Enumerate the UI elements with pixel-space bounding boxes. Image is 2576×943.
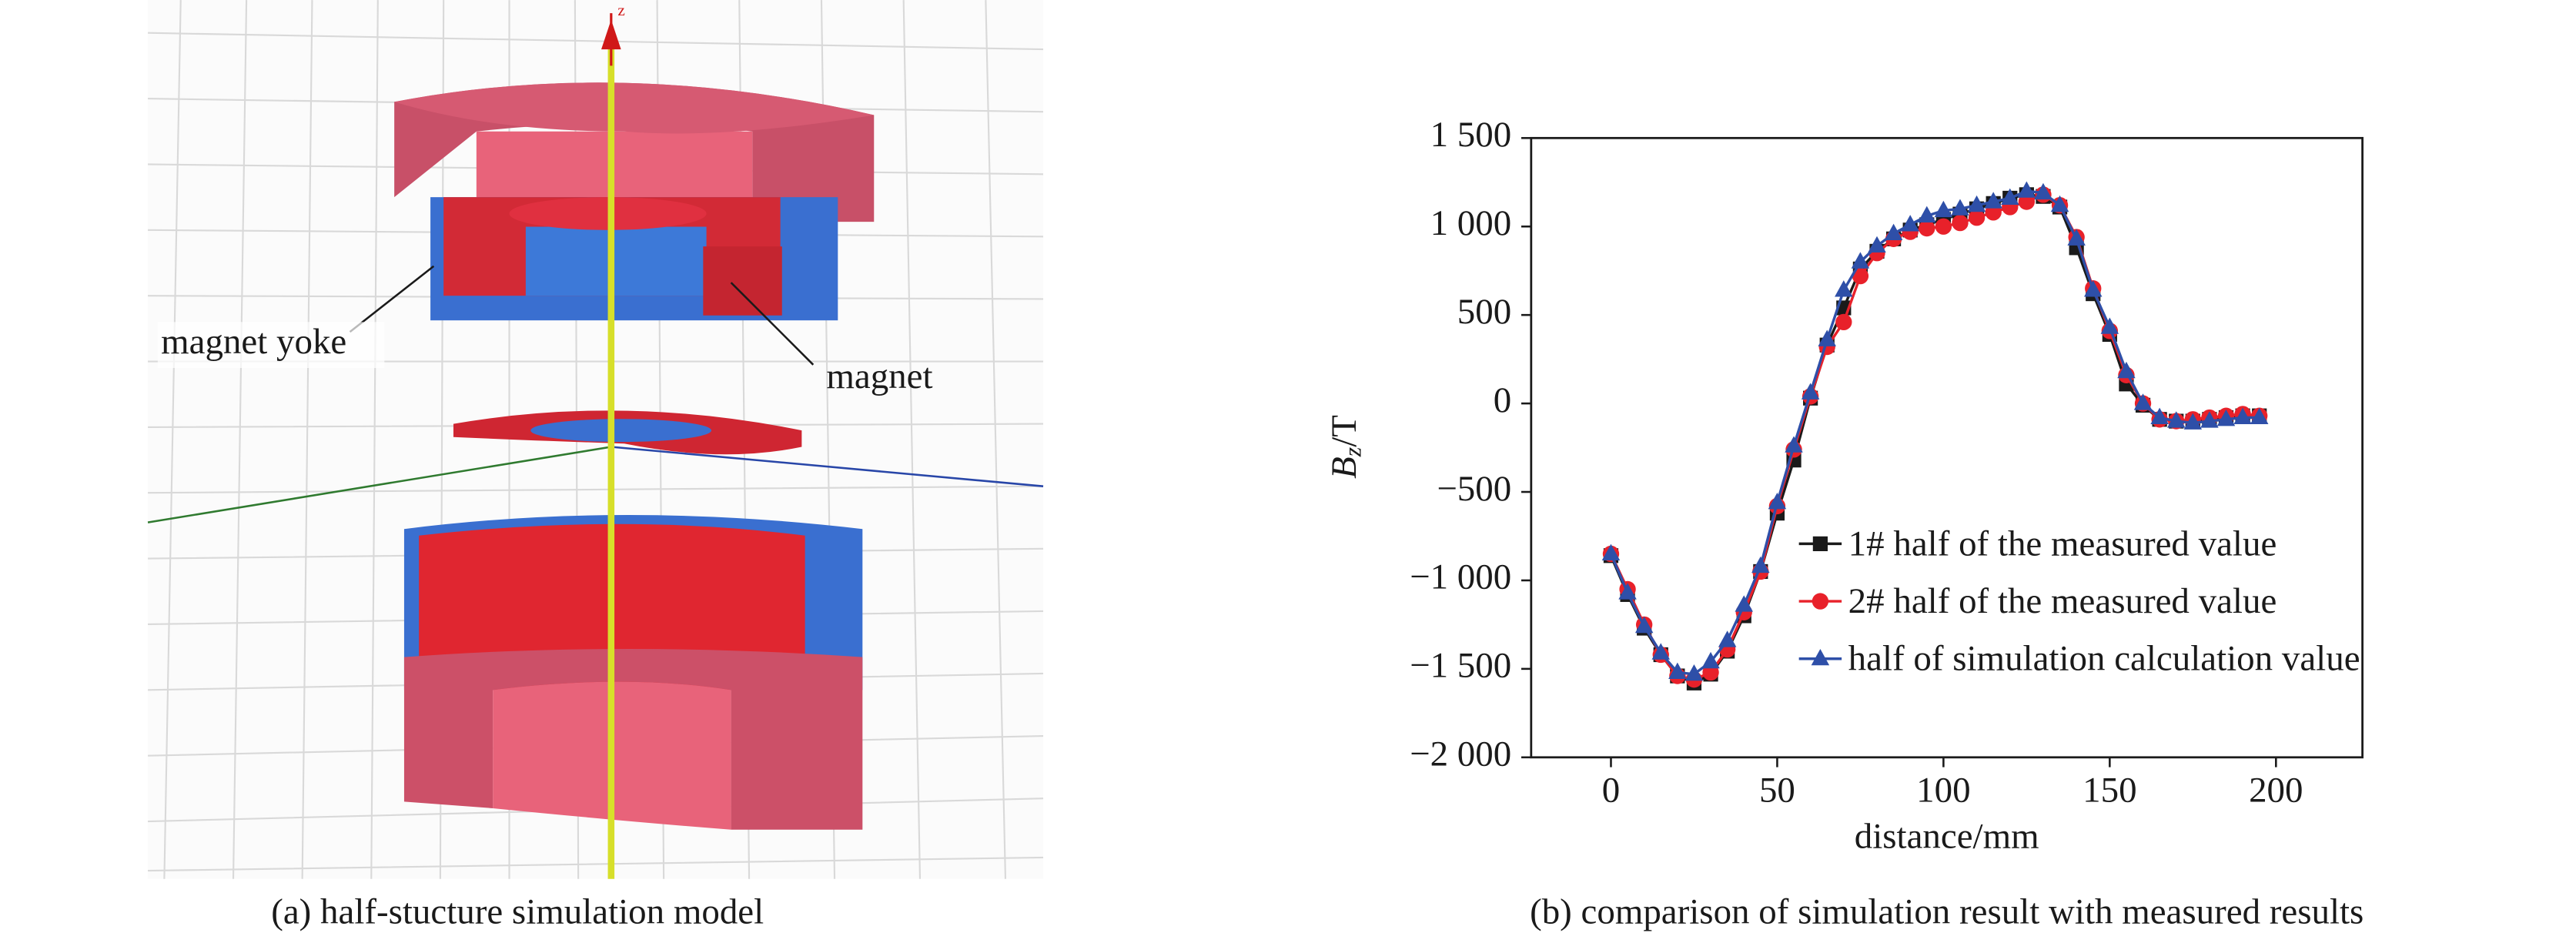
x-axis-title: distance/mm — [1855, 816, 2039, 856]
data-point — [2216, 409, 2236, 426]
y-title-unit: /T — [1324, 415, 1364, 447]
x-tick-label: 50 — [1759, 771, 1795, 811]
data-point — [1851, 252, 1870, 269]
y-tick-label: −500 — [1437, 469, 1511, 509]
legend-label: 2# half of the measured value — [1848, 580, 2277, 621]
data-point — [2034, 182, 2052, 200]
x-tick-label: 0 — [1602, 771, 1620, 811]
series-line — [1609, 189, 2260, 676]
legend-entry: 2# half of the measured value — [1848, 580, 2277, 621]
y-axis-title: Bz/T — [1324, 415, 1367, 479]
y-axis-line — [147, 446, 612, 523]
data-point — [1751, 556, 1770, 573]
plot-frame — [1530, 136, 2364, 759]
data-point — [2133, 393, 2153, 410]
data-point — [1952, 214, 1969, 232]
data-point — [2001, 188, 2019, 205]
data-point — [1601, 543, 1621, 561]
data-point — [2050, 195, 2069, 212]
y-tick-label: 1 000 — [1430, 203, 1512, 243]
data-point — [1901, 215, 1919, 232]
data-point — [2200, 411, 2219, 428]
legend-marker — [1812, 536, 1828, 551]
data-point — [1835, 280, 1853, 297]
top-cap-top — [394, 82, 875, 134]
data-point — [1651, 643, 1671, 660]
y-tick-label: 1 500 — [1430, 115, 1512, 155]
magnet-side — [703, 246, 782, 316]
legend-entry: 1# half of the measured value — [1848, 522, 2277, 563]
data-point — [2117, 361, 2136, 379]
x-tick-label: 150 — [2083, 771, 2136, 811]
data-point — [1768, 493, 1787, 510]
bottom-cap — [403, 648, 863, 830]
model-view: z magnet yoke magnet — [147, 0, 1044, 879]
caption: (b) comparison of simulation result with… — [1530, 891, 2364, 931]
y-title-subscript: z — [1339, 446, 1367, 457]
leader-line — [730, 282, 815, 366]
legend-entry: half of simulation calculation value — [1848, 637, 2360, 679]
legend-marker — [1811, 648, 1830, 666]
data-point — [1935, 218, 1952, 235]
y-tick-label: −1 000 — [1410, 557, 1511, 597]
data-point — [1684, 664, 1704, 681]
label-bg — [157, 322, 385, 369]
y-tick-label: 0 — [1494, 380, 1511, 420]
disc-inner — [530, 419, 711, 443]
data-point — [1634, 616, 1654, 634]
axis-label: z — [617, 1, 624, 19]
inner-yoke — [525, 226, 707, 296]
data-point — [2183, 413, 2203, 430]
y-tick-label: −2 000 — [1410, 734, 1511, 774]
annotation: magnet — [826, 356, 932, 396]
data-point — [2017, 181, 2036, 198]
data-point — [1735, 595, 1753, 612]
annotation: magnet yoke — [161, 322, 346, 362]
data-point — [2166, 411, 2186, 428]
data-point — [1785, 436, 1803, 453]
z-arrow — [601, 19, 621, 50]
y-tick-label: −1 500 — [1410, 646, 1511, 686]
data-point — [1984, 192, 2002, 209]
data-point — [2150, 407, 2169, 425]
legend-label: 1# half of the measured value — [1848, 522, 2277, 563]
data-point — [1934, 200, 1953, 218]
data-point — [1852, 267, 1869, 285]
data-point — [2084, 280, 2103, 297]
x-tick-label: 100 — [1916, 771, 1970, 811]
data-point — [1801, 383, 1820, 400]
data-point — [1918, 206, 1936, 222]
data-point — [1967, 195, 1986, 212]
data-point — [2233, 407, 2252, 425]
data-point — [1919, 219, 1935, 237]
data-point — [1701, 651, 1720, 669]
y-title-symbol: B — [1324, 456, 1364, 479]
data-point — [1818, 329, 1836, 346]
caption: (a) half-stucture simulation model — [271, 891, 764, 931]
legend-marker — [1812, 593, 1829, 610]
data-point — [2067, 229, 2086, 246]
data-point — [1618, 583, 1637, 600]
data-point — [2100, 317, 2119, 334]
data-point — [1718, 630, 1737, 647]
data-point — [1884, 223, 1903, 240]
data-point — [1668, 662, 1687, 680]
leader-line — [349, 265, 435, 333]
data-point — [1835, 313, 1852, 331]
data-point — [1868, 236, 1886, 253]
x-tick-label: 200 — [2249, 771, 2303, 811]
data-point — [1951, 199, 1969, 216]
x-axis-line — [611, 446, 1044, 487]
data-point — [2250, 407, 2269, 425]
data-point — [1968, 209, 1986, 226]
legend-label: half of simulation calculation value — [1848, 637, 2360, 679]
y-tick-label: 500 — [1457, 292, 1511, 332]
